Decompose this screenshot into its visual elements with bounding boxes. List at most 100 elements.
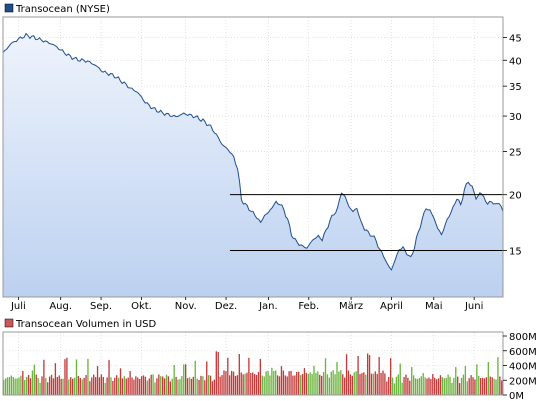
volume-bar bbox=[445, 377, 447, 395]
volume-bar bbox=[150, 374, 152, 395]
volume-bar bbox=[236, 375, 239, 395]
volume-bar bbox=[198, 380, 200, 395]
volume-bar bbox=[131, 377, 133, 395]
volume-bar bbox=[497, 357, 499, 395]
price-legend-label: Transocean (NYSE) bbox=[15, 4, 110, 15]
volume-bar bbox=[315, 372, 317, 395]
volume-bar bbox=[382, 370, 384, 395]
volume-bar bbox=[370, 373, 373, 395]
volume-bar bbox=[340, 370, 342, 395]
volume-bar bbox=[188, 377, 191, 395]
volume-bar bbox=[234, 375, 237, 395]
volume-bar bbox=[470, 375, 472, 395]
volume-bar bbox=[284, 375, 286, 395]
volume-bar bbox=[148, 378, 150, 395]
volume-bar bbox=[25, 376, 28, 395]
volume-bar bbox=[443, 378, 445, 395]
volume-bar bbox=[478, 376, 480, 395]
volume-bar bbox=[73, 377, 76, 395]
price-line bbox=[2, 32, 504, 271]
volume-bar bbox=[336, 361, 338, 395]
volume-bar bbox=[495, 379, 497, 395]
volume-bar bbox=[499, 376, 501, 395]
volume-bar bbox=[434, 377, 436, 395]
volume-bar bbox=[366, 353, 369, 395]
volume-bar bbox=[374, 371, 376, 395]
volume-y-tick-label: 200M bbox=[509, 376, 537, 387]
volume-bar bbox=[460, 377, 463, 395]
volume-bar bbox=[493, 378, 495, 395]
volume-bar bbox=[345, 354, 348, 395]
volume-bar bbox=[70, 377, 72, 395]
volume-bar bbox=[296, 371, 298, 395]
volume-bar bbox=[286, 376, 288, 395]
volume-bar bbox=[407, 377, 409, 395]
price-y-tick-label: 35 bbox=[509, 82, 522, 93]
volume-bar bbox=[144, 376, 147, 395]
volume-bar bbox=[14, 378, 16, 395]
volume-bar bbox=[353, 372, 355, 395]
price-x-axis: Juli Aug. Sep. Okt. Nov. Dez. Jan. Feb. März Apri… bbox=[10, 297, 483, 312]
volume-y-tick-label: 0M bbox=[509, 391, 524, 401]
volume-bar bbox=[106, 377, 108, 395]
volume-bar bbox=[357, 356, 359, 395]
volume-bar bbox=[288, 371, 290, 395]
volume-bar bbox=[62, 378, 64, 395]
volume-bar bbox=[426, 378, 428, 395]
price-y-tick-label: 45 bbox=[509, 33, 522, 44]
volume-bar bbox=[58, 375, 60, 395]
volume-bar bbox=[424, 377, 426, 395]
volume-bar bbox=[278, 376, 281, 395]
volume-bar bbox=[160, 376, 162, 395]
volume-bar bbox=[242, 374, 244, 395]
volume-bar bbox=[204, 380, 206, 395]
volume-bar bbox=[317, 371, 319, 395]
volume-bar bbox=[321, 375, 323, 395]
price-x-tick-label: Sep. bbox=[90, 301, 112, 312]
volume-bar bbox=[139, 379, 141, 395]
volume-bar bbox=[330, 371, 332, 395]
volume-bar bbox=[10, 375, 12, 395]
volume-bar bbox=[322, 372, 325, 395]
volume-bar bbox=[37, 378, 39, 395]
volume-bar bbox=[342, 374, 344, 395]
volume-bar bbox=[117, 377, 120, 395]
volume-bar bbox=[181, 376, 183, 395]
volume-bar bbox=[156, 378, 158, 395]
price-x-tick-label: Nov. bbox=[175, 301, 197, 312]
volume-bar bbox=[102, 377, 104, 395]
volume-y-tick-label: 600M bbox=[509, 347, 537, 358]
volume-bar bbox=[276, 375, 279, 395]
volume-bar bbox=[313, 365, 315, 395]
volume-bar bbox=[363, 372, 365, 395]
volume-bar bbox=[252, 372, 254, 395]
volume-bar bbox=[472, 377, 474, 395]
volume-bar bbox=[64, 359, 66, 395]
volume-bar bbox=[227, 357, 229, 395]
volume-bar bbox=[89, 381, 91, 395]
volume-bar bbox=[179, 379, 181, 395]
volume-bar bbox=[56, 377, 58, 395]
volume-bar bbox=[365, 374, 367, 395]
volume-bar bbox=[255, 374, 258, 395]
volume-bar bbox=[439, 375, 442, 395]
volume-bar bbox=[301, 373, 304, 395]
volume-bar bbox=[347, 370, 350, 395]
volume-bar bbox=[4, 378, 7, 395]
price-x-tick-label: Juni bbox=[464, 301, 483, 312]
volume-bar bbox=[250, 373, 252, 395]
volume-bar bbox=[351, 375, 353, 395]
volume-bar bbox=[349, 374, 352, 395]
volume-bar bbox=[487, 362, 490, 395]
volume-bar bbox=[45, 378, 47, 395]
volume-bar bbox=[359, 374, 361, 395]
volume-bar bbox=[412, 375, 415, 395]
price-y-tick-label: 25 bbox=[509, 147, 522, 158]
volume-bar bbox=[464, 365, 467, 395]
volume-bar bbox=[418, 378, 421, 395]
volume-bar bbox=[326, 374, 329, 395]
volume-bar bbox=[165, 374, 168, 395]
volume-bar bbox=[263, 376, 265, 395]
volume-bar bbox=[137, 377, 139, 395]
volume-bar bbox=[386, 381, 388, 395]
